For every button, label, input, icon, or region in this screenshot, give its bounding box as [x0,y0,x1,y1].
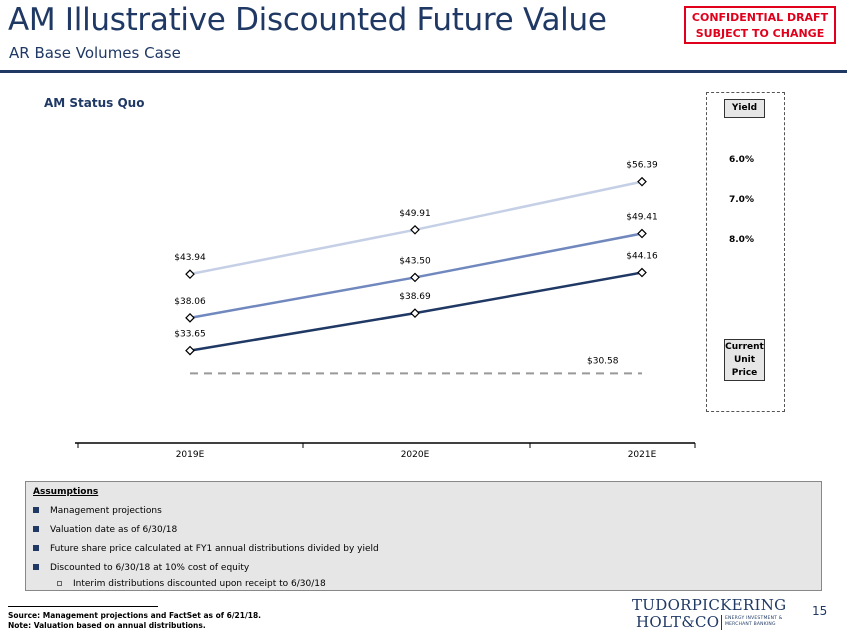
data-point [637,176,647,187]
data-label: $44.16 [626,252,658,262]
data-point [637,228,647,239]
data-point [185,345,195,356]
current-unit-price-label: Current Unit Price [724,339,765,381]
line-chart: 2019E 2020E 2021E $30.58 $43.94 $49.91 $56.39 $… [75,161,696,460]
chart-title: AM Status Quo [44,96,145,110]
company-logo: TUDORPICKERING HOLT&CO ENERGY INVESTMENT… [632,596,787,631]
data-label: $43.94 [174,253,206,263]
data-point [410,224,420,235]
data-label: $33.65 [174,330,206,340]
data-point [185,269,195,280]
assumption-item: Future share price calculated at FY1 ann… [33,544,379,554]
data-point [410,308,420,319]
current-price-label: $30.58 [587,356,619,366]
page-subtitle: AR Base Volumes Case [9,44,181,62]
page-title: AM Illustrative Discounted Future Value [8,2,607,38]
hollow-square-bullet-icon [57,581,62,586]
source-footnote: Source: Management projections and FactS… [8,611,262,620]
assumption-item: Discounted to 6/30/18 at 10% cost of equ… [33,563,249,573]
assumptions-title: Assumptions [33,487,99,497]
square-bullet-icon [33,526,39,532]
note-footnote: Note: Valuation based on annual distribu… [8,621,206,630]
square-bullet-icon [33,545,39,551]
assumption-item: Valuation date as of 6/30/18 [33,525,177,535]
x-tick-label: 2020E [401,450,430,460]
footnote-divider [8,606,158,607]
assumption-sub-item: Interim distributions discounted upon re… [33,579,326,589]
yield-6-label: 6.0% [729,155,754,165]
yield-header: Yield [724,99,765,118]
x-tick-label: 2019E [176,450,205,460]
data-label: $49.91 [399,209,431,219]
assumption-item: Management projections [33,506,162,516]
data-label: $38.69 [399,292,431,302]
yield-legend-panel: Yield 6.0% 7.0% 8.0% Current Unit Price [706,92,785,412]
data-label: $38.06 [174,297,206,307]
data-label: $49.41 [626,213,658,223]
data-point [185,312,195,323]
square-bullet-icon [33,507,39,513]
square-bullet-icon [33,564,39,570]
header-divider [0,70,847,73]
data-point [410,272,420,283]
yield-7-label: 7.0% [729,195,754,205]
assumptions-box: Assumptions Management projections Valua… [25,481,822,591]
yield-8-label: 8.0% [729,235,754,245]
confidential-stamp: CONFIDENTIAL DRAFT SUBJECT TO CHANGE [684,6,836,44]
page-number: 15 [812,604,828,618]
data-point [637,267,647,278]
x-tick-label: 2021E [628,450,657,460]
data-label: $43.50 [399,256,431,266]
confidential-line-1: CONFIDENTIAL DRAFT [691,11,829,24]
confidential-line-2: SUBJECT TO CHANGE [695,27,825,40]
data-label: $56.39 [626,161,658,171]
